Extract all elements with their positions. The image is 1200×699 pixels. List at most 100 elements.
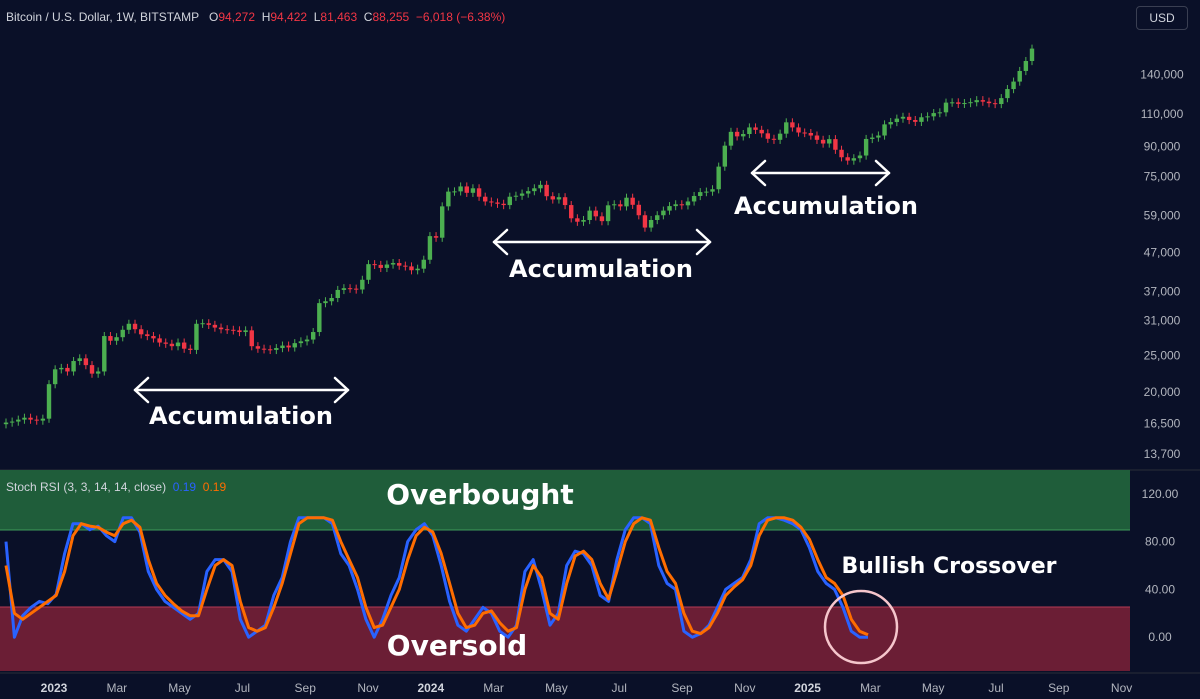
time-tick-label: Nov: [357, 681, 378, 695]
time-tick-label: May: [922, 681, 945, 695]
currency-button[interactable]: USD: [1136, 6, 1188, 30]
candle-body: [956, 102, 961, 104]
close-value: 88,255: [372, 10, 410, 24]
indicator-title: Stoch RSI (3, 3, 14, 14, close): [6, 480, 167, 494]
candle-body: [685, 201, 691, 206]
candle-body: [360, 279, 365, 290]
time-axis[interactable]: 2023 Mar May Jul Sep Nov 2024 Mar May Jul Sep Nov 20…: [41, 681, 1133, 695]
candle-body: [212, 324, 218, 328]
candle-body: [433, 236, 439, 238]
candle-body: [624, 197, 629, 207]
candle-body: [661, 210, 666, 216]
candle-body: [587, 210, 592, 221]
candle-body: [888, 122, 893, 125]
stoch-d-line: [4, 516, 869, 637]
indicator-tick-label: 40.00: [1145, 582, 1175, 596]
price-axis[interactable]: 140,000 110,000 90,000 75,000 59,000 47,000 37…: [1140, 67, 1184, 460]
candle-body: [655, 215, 660, 221]
candle-body: [741, 134, 746, 137]
price-tick-label: 140,000: [1140, 67, 1184, 81]
symbol-title: Bitcoin / U.S. Dollar, 1W, BITSTAMP: [6, 10, 199, 24]
candle-body: [9, 421, 15, 423]
time-tick-label: Sep: [671, 681, 693, 695]
candle-body: [519, 193, 525, 196]
candle-body: [784, 122, 789, 134]
candle-body: [102, 336, 107, 372]
candle-body: [980, 100, 986, 102]
candle-body: [329, 297, 334, 302]
candle-body: [1017, 70, 1022, 82]
candle-body: [790, 122, 795, 128]
indicator-tick-label: 80.00: [1145, 535, 1175, 549]
low-label: L: [313, 10, 321, 24]
time-tick-label: May: [168, 681, 191, 695]
candle-body: [335, 289, 340, 298]
accumulation-label-3: Accumulation: [734, 192, 918, 220]
time-tick-label: Jul: [988, 681, 1003, 695]
time-tick-label: Mar: [483, 681, 504, 695]
candle-body: [77, 358, 82, 362]
candle-body: [483, 196, 488, 202]
candle-body: [569, 205, 574, 219]
candle-body: [992, 103, 998, 105]
indicator-axis[interactable]: 120.00 80.00 40.00 0.00: [1142, 487, 1179, 644]
candle-body: [304, 339, 310, 342]
candle-body: [138, 329, 144, 335]
candle-body: [175, 342, 181, 347]
accumulation-annotation-3: Accumulation: [734, 159, 918, 220]
candle-body: [132, 323, 138, 330]
candle-body: [255, 346, 261, 349]
candle-body: [464, 186, 469, 193]
candle-body: [280, 345, 285, 349]
candle-body: [384, 264, 390, 268]
candle-body: [943, 102, 949, 113]
candle-body: [618, 204, 623, 207]
time-tick-label: May: [545, 681, 568, 695]
candle-body: [261, 348, 267, 350]
candle-body: [22, 417, 27, 420]
candle-body: [759, 129, 764, 134]
candle-body: [163, 342, 168, 344]
candle-body: [673, 204, 678, 207]
indicator-legend[interactable]: Stoch RSI (3, 3, 14, 14, close) 0.19 0.1…: [6, 480, 226, 494]
candle-body: [310, 332, 316, 340]
candle-body: [581, 220, 586, 222]
candle-body: [863, 138, 869, 156]
price-tick-label: 31,000: [1144, 314, 1181, 328]
candle-body: [501, 203, 506, 206]
overbought-zone: [0, 470, 1130, 530]
price-tick-label: 13,700: [1144, 447, 1181, 461]
candle-body: [421, 259, 426, 269]
candle-body: [34, 419, 39, 421]
candle-body: [796, 127, 801, 133]
candle-body: [599, 216, 605, 222]
candle-body: [808, 132, 814, 136]
candle-body: [317, 303, 322, 333]
candle-body: [181, 342, 187, 349]
candle-body: [274, 348, 279, 350]
stoch-k-line: [4, 516, 868, 639]
candle-body: [89, 365, 95, 374]
time-tick-label: 2023: [41, 681, 68, 695]
indicator-tick-label: 120.00: [1142, 487, 1179, 501]
candle-body: [292, 343, 297, 348]
candle-body: [378, 264, 383, 268]
candle-body: [95, 371, 101, 374]
candle-body: [974, 100, 979, 103]
candle-body: [556, 197, 562, 200]
candle-body: [427, 236, 433, 260]
price-tick-label: 16,500: [1144, 417, 1181, 431]
price-tick-label: 110,000: [1141, 107, 1184, 121]
candle-body: [372, 264, 377, 266]
candle-body: [882, 124, 887, 136]
candle-body: [218, 327, 224, 330]
candle-body: [820, 139, 826, 144]
candle-body: [347, 288, 353, 290]
candle-body: [126, 323, 132, 330]
candle-body: [353, 288, 359, 290]
oversold-zone: [0, 607, 1130, 671]
candle-body: [839, 149, 844, 158]
candle-body: [403, 265, 408, 267]
candle-body: [40, 418, 46, 421]
